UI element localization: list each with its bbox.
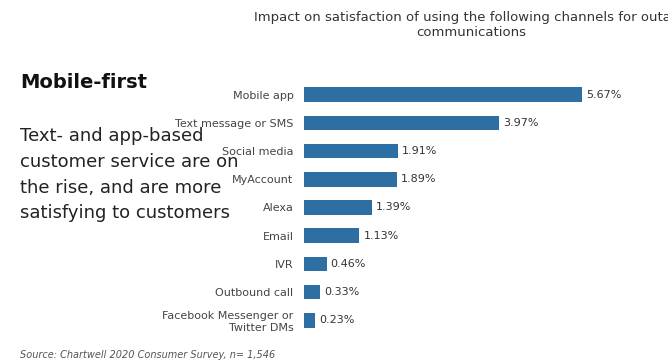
Text: Text- and app-based
customer service are on
the rise, and are more
satisfying to: Text- and app-based customer service are… [20,127,238,222]
Bar [304,228,359,243]
Text: 0.23%: 0.23% [319,315,355,325]
Text: 3.97%: 3.97% [503,118,538,128]
Text: 0.33%: 0.33% [324,287,359,297]
Bar [304,144,397,158]
Bar [304,116,499,130]
Bar [304,285,320,299]
Text: Source: Chartwell 2020 Consumer Survey, n= 1,546: Source: Chartwell 2020 Consumer Survey, … [20,351,275,360]
Text: Mobile-first: Mobile-first [20,73,147,92]
Text: 1.91%: 1.91% [401,146,437,156]
Text: 5.67%: 5.67% [587,90,622,100]
Bar [304,257,327,271]
Bar [304,172,397,187]
Text: Impact on satisfaction of using the following channels for outage
communications: Impact on satisfaction of using the foll… [254,11,668,39]
Text: 1.39%: 1.39% [376,202,411,213]
Bar [304,313,315,328]
Text: 1.13%: 1.13% [363,231,399,241]
Text: 1.89%: 1.89% [401,174,436,184]
Bar [304,200,372,215]
Bar [304,87,582,102]
Text: 0.46%: 0.46% [331,259,366,269]
